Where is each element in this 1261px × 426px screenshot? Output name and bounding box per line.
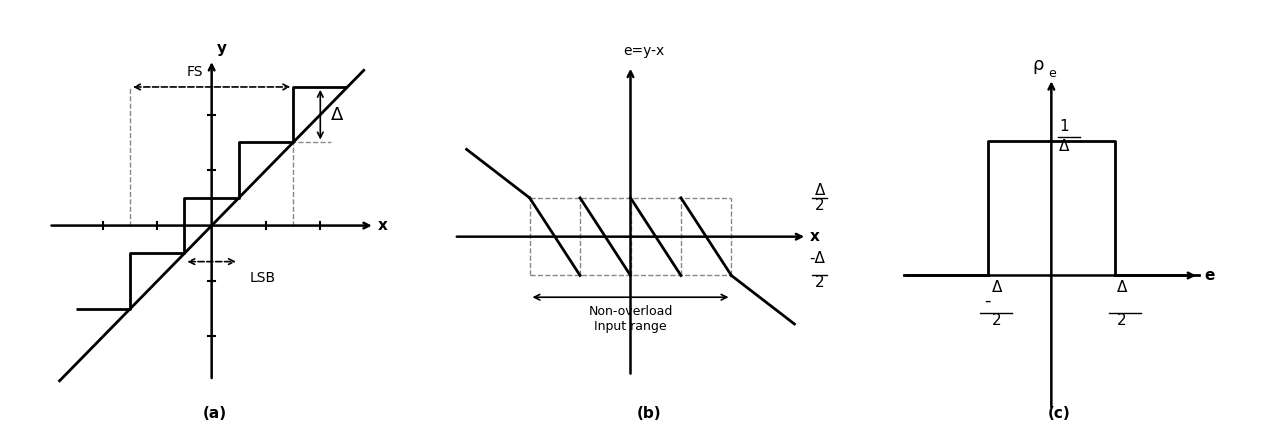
Text: 2: 2: [992, 313, 1002, 328]
Text: (a): (a): [202, 406, 227, 421]
Text: Δ: Δ: [815, 183, 825, 198]
Text: 2: 2: [1117, 313, 1127, 328]
Text: -Δ: -Δ: [810, 251, 826, 266]
Text: x: x: [810, 229, 820, 244]
Text: e: e: [1049, 67, 1057, 80]
Text: 2: 2: [815, 198, 825, 213]
Text: Δ: Δ: [1059, 139, 1069, 154]
Text: Δ: Δ: [1117, 280, 1127, 295]
Text: y: y: [217, 41, 227, 57]
Text: (c): (c): [1048, 406, 1071, 421]
Text: LSB: LSB: [250, 271, 276, 285]
Text: e: e: [1204, 268, 1214, 283]
Text: e=y-x: e=y-x: [623, 44, 665, 58]
Text: -: -: [985, 292, 991, 310]
Text: Δ: Δ: [332, 106, 343, 124]
Text: x: x: [377, 218, 387, 233]
Text: 2: 2: [815, 276, 825, 291]
Text: Non-overload
Input range: Non-overload Input range: [589, 305, 672, 333]
Text: (b): (b): [637, 406, 662, 421]
Text: 1: 1: [1059, 119, 1069, 134]
Text: FS: FS: [187, 65, 203, 79]
Text: ρ: ρ: [1031, 56, 1043, 74]
Text: Δ: Δ: [992, 280, 1002, 295]
